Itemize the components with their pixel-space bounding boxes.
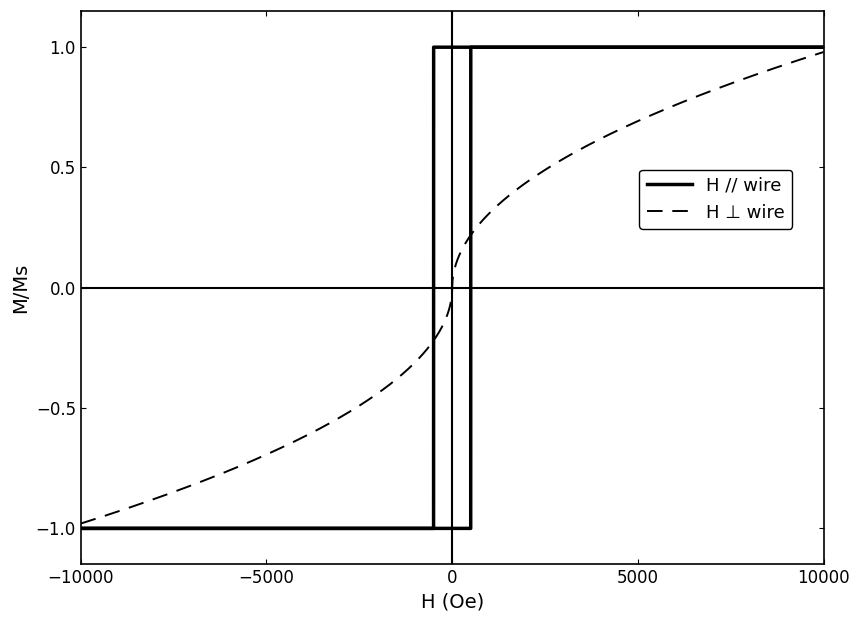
Y-axis label: M/Ms: M/Ms xyxy=(11,263,30,313)
X-axis label: H (Oe): H (Oe) xyxy=(420,593,484,612)
Legend: H // wire, H ⊥ wire: H // wire, H ⊥ wire xyxy=(640,169,792,229)
